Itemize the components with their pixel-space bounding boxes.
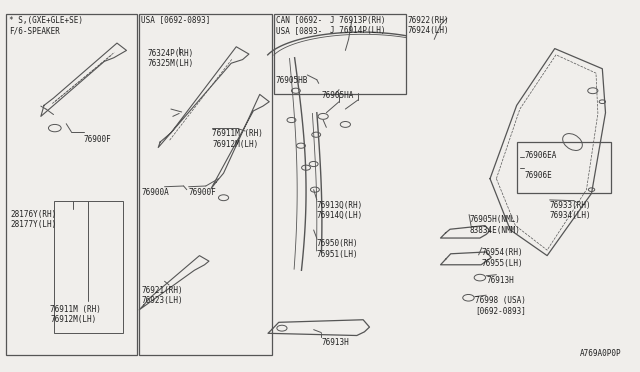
Bar <box>138 14 273 355</box>
Text: J 76913P(RH)
J 76914P(LH): J 76913P(RH) J 76914P(LH) <box>330 16 385 35</box>
Text: * S,(GXE+GLE+SE)
F/6-SPEAKER: * S,(GXE+GLE+SE) F/6-SPEAKER <box>9 16 83 35</box>
Text: 28176Y(RH)
28177Y(LH): 28176Y(RH) 28177Y(LH) <box>10 210 57 229</box>
Text: 76905HB: 76905HB <box>276 76 308 85</box>
Text: 76900F: 76900F <box>84 135 112 144</box>
Text: 76324P(RH)
76325M(LH): 76324P(RH) 76325M(LH) <box>147 49 194 68</box>
Text: 76933(RH)
76934(LH): 76933(RH) 76934(LH) <box>550 201 591 220</box>
Text: USA [0692-0893]: USA [0692-0893] <box>141 16 211 25</box>
Text: 76900F: 76900F <box>189 188 216 197</box>
Text: 76911M (RH)
76912M(LH): 76911M (RH) 76912M(LH) <box>51 305 101 324</box>
Text: 76950(RH)
76951(LH): 76950(RH) 76951(LH) <box>317 239 358 259</box>
Text: 76913H: 76913H <box>321 338 349 347</box>
Text: 76905H(NML)
83834E(NMM): 76905H(NML) 83834E(NMM) <box>469 215 520 235</box>
Text: 76900A: 76900A <box>141 188 169 197</box>
Text: A769A0P0P: A769A0P0P <box>580 349 621 358</box>
Text: 76922(RH)
76924(LH): 76922(RH) 76924(LH) <box>408 16 449 35</box>
Bar <box>274 14 406 94</box>
Text: 76913H: 76913H <box>486 276 514 285</box>
Bar <box>6 14 137 355</box>
Text: 76954(RH)
76955(LH): 76954(RH) 76955(LH) <box>482 248 524 268</box>
Text: CAN [0692-
USA [0893-: CAN [0692- USA [0893- <box>276 16 322 35</box>
Text: 76906E: 76906E <box>524 171 552 180</box>
Bar <box>516 142 611 193</box>
Text: 76905HA: 76905HA <box>321 91 354 100</box>
Text: 76921(RH)
76923(LH): 76921(RH) 76923(LH) <box>141 286 182 305</box>
Text: 76911M (RH)
76912M(LH): 76911M (RH) 76912M(LH) <box>212 129 263 148</box>
Text: 76998 (USA)
[0692-0893]: 76998 (USA) [0692-0893] <box>476 296 526 315</box>
Text: 76906EA: 76906EA <box>524 151 557 160</box>
Text: 76913Q(RH)
76914Q(LH): 76913Q(RH) 76914Q(LH) <box>317 201 363 220</box>
Bar <box>54 201 124 333</box>
